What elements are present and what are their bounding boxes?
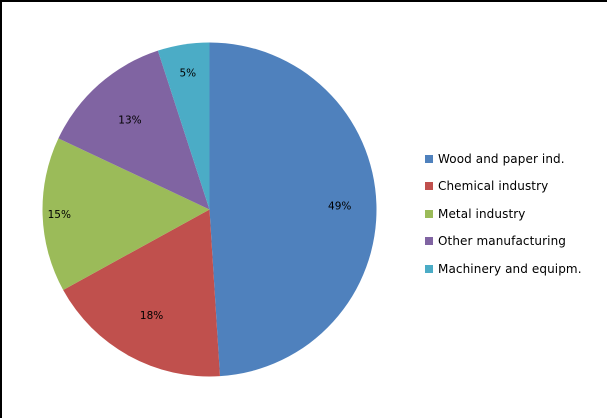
legend: Wood and paper ind. Chemical industry Me… (425, 145, 582, 283)
legend-label: Other manufacturing (438, 234, 567, 249)
legend-item-wood-paper: Wood and paper ind. (425, 145, 582, 173)
pie-slices (42, 42, 377, 377)
legend-swatch (425, 209, 433, 218)
legend-label: Metal industry (438, 206, 526, 221)
legend-label: Machinery and equipm. (438, 261, 582, 276)
legend-swatch (425, 182, 433, 191)
slice-value-label: 15% (48, 209, 71, 221)
legend-label: Wood and paper ind. (438, 151, 565, 166)
slice-value-label: 5% (179, 68, 196, 80)
pie-slice (209, 42, 377, 377)
legend-swatch (425, 237, 433, 246)
legend-item-machinery: Machinery and equipm. (425, 255, 582, 283)
slice-value-label: 18% (140, 310, 163, 322)
slice-value-label: 13% (118, 114, 141, 126)
legend-swatch (425, 264, 433, 273)
legend-label: Chemical industry (438, 179, 549, 194)
legend-item-other-manufacturing: Other manufacturing (425, 228, 582, 256)
legend-item-metal: Metal industry (425, 200, 582, 228)
legend-item-chemical: Chemical industry (425, 173, 582, 201)
slice-value-label: 49% (328, 200, 351, 212)
pie-slice (157, 42, 210, 210)
pie-slice (58, 50, 210, 210)
pie-slice (63, 209, 220, 377)
legend-swatch (425, 154, 433, 163)
pie-labels: 49% 18% 15% 13% 5% (48, 68, 352, 322)
pie-slice (42, 138, 210, 290)
